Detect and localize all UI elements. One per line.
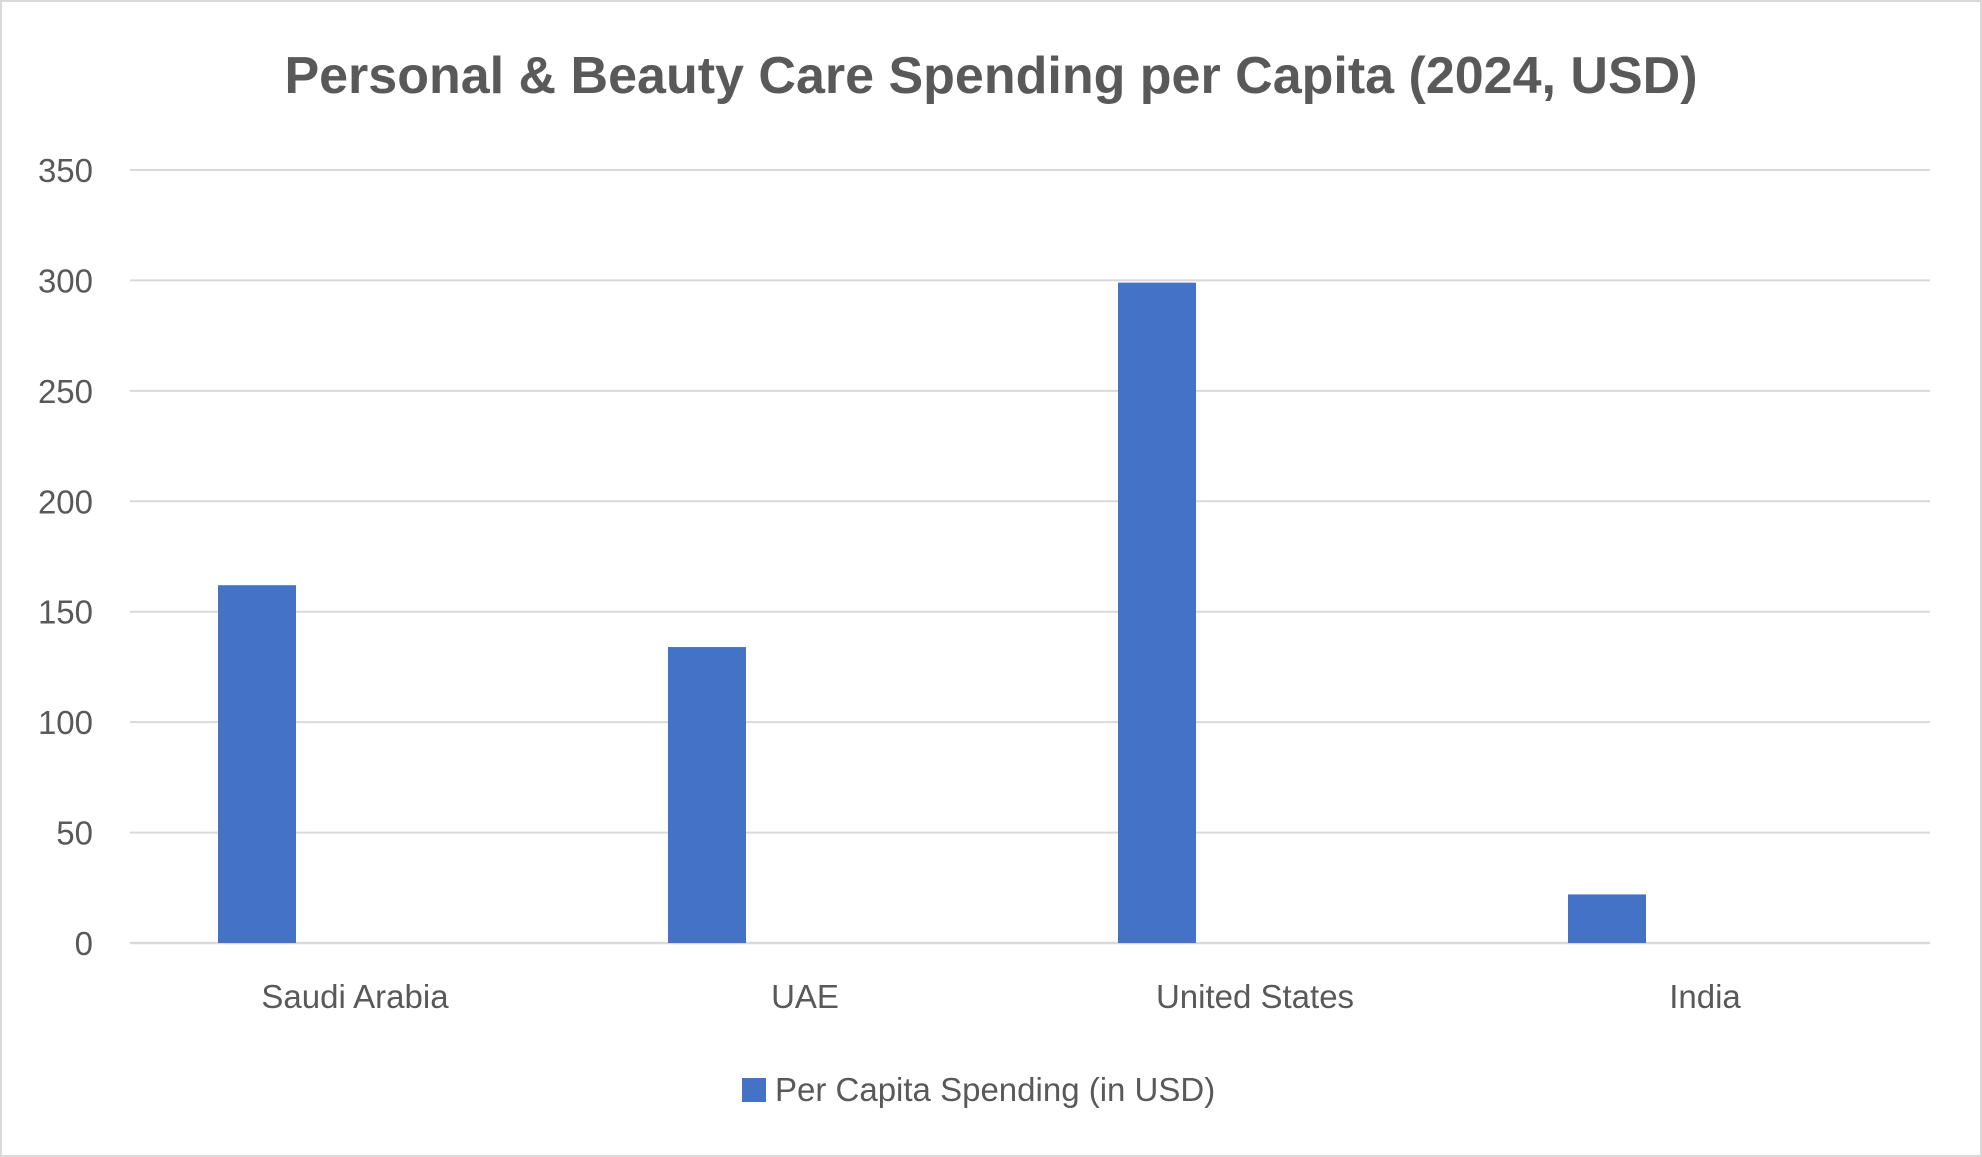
y-tick-label: 100 xyxy=(38,704,93,741)
x-tick-label: India xyxy=(1669,978,1741,1015)
y-tick-label: 150 xyxy=(38,594,93,631)
y-tick-label: 200 xyxy=(38,483,93,520)
x-tick-label: United States xyxy=(1156,978,1354,1015)
chart-title: Personal & Beauty Care Spending per Capi… xyxy=(284,47,1697,105)
bar xyxy=(1118,282,1196,943)
y-axis-ticks: 0 50 100 150 200 250 300 350 xyxy=(38,152,93,962)
legend-swatch xyxy=(742,1078,766,1102)
y-tick-label: 50 xyxy=(56,815,93,852)
legend-label: Per Capita Spending (in USD) xyxy=(775,1071,1215,1108)
y-tick-label: 350 xyxy=(38,152,93,189)
x-tick-label: Saudi Arabia xyxy=(261,978,449,1015)
bar xyxy=(218,585,296,943)
y-tick-label: 250 xyxy=(38,373,93,410)
gridlines xyxy=(130,169,1930,945)
legend: Per Capita Spending (in USD) xyxy=(742,1071,1215,1108)
y-tick-label: 300 xyxy=(38,262,93,299)
x-axis-ticks: Saudi Arabia UAE United States India xyxy=(261,978,1741,1015)
bars xyxy=(218,282,1646,943)
x-tick-label: UAE xyxy=(771,978,839,1015)
y-tick-label: 0 xyxy=(75,925,93,962)
bar xyxy=(668,647,746,943)
bar xyxy=(1568,894,1646,943)
